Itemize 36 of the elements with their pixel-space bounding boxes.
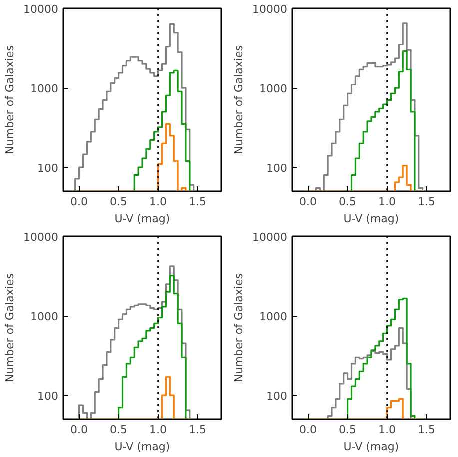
y-axis-title: Number of Galaxies <box>232 45 246 154</box>
x-axis-title: U-V (mag) <box>344 212 400 226</box>
y-tick-label: 10000 <box>24 3 59 16</box>
y-tick-label: 1000 <box>30 82 59 96</box>
x-tick-label: 1.5 <box>418 196 436 208</box>
x-tick-label: 1.0 <box>378 424 396 436</box>
x-tick-label: 1.5 <box>189 196 207 208</box>
x-tick-label: 0.0 <box>300 424 318 436</box>
y-axis-title: Number of Galaxies <box>4 273 17 382</box>
x-tick-label: 0.0 <box>70 424 88 436</box>
y-tick-label: 100 <box>266 162 288 176</box>
x-tick-label: 0.5 <box>339 196 357 208</box>
x-tick-label: 1.0 <box>150 196 168 208</box>
x-tick-label: 0.0 <box>300 196 318 208</box>
x-tick-label: 1.5 <box>189 424 207 436</box>
y-tick-label: 100 <box>38 390 59 404</box>
y-tick-label: 100 <box>38 162 59 176</box>
y-tick-label: 10000 <box>24 231 59 244</box>
y-axis-title: Number of Galaxies <box>232 273 246 382</box>
x-tick-label: 0.0 <box>70 196 88 208</box>
x-tick-label: 1.5 <box>418 424 436 436</box>
x-tick-label: 1.0 <box>150 424 168 436</box>
y-tick-label: 10000 <box>252 3 288 16</box>
y-axis-title: Number of Galaxies <box>4 45 17 154</box>
y-tick-label: 100 <box>266 390 288 404</box>
x-tick-label: 1.0 <box>378 196 396 208</box>
y-tick-label: 1000 <box>30 310 59 324</box>
y-tick-label: 1000 <box>260 310 288 324</box>
x-tick-label: 0.5 <box>110 196 128 208</box>
y-tick-label: 1000 <box>260 82 288 96</box>
x-axis-title: U-V (mag) <box>344 440 400 454</box>
x-axis-title: U-V (mag) <box>114 440 170 454</box>
x-tick-label: 0.5 <box>339 424 357 436</box>
y-tick-label: 10000 <box>252 231 288 244</box>
x-tick-label: 0.5 <box>110 424 128 436</box>
x-axis-title: U-V (mag) <box>114 212 170 226</box>
